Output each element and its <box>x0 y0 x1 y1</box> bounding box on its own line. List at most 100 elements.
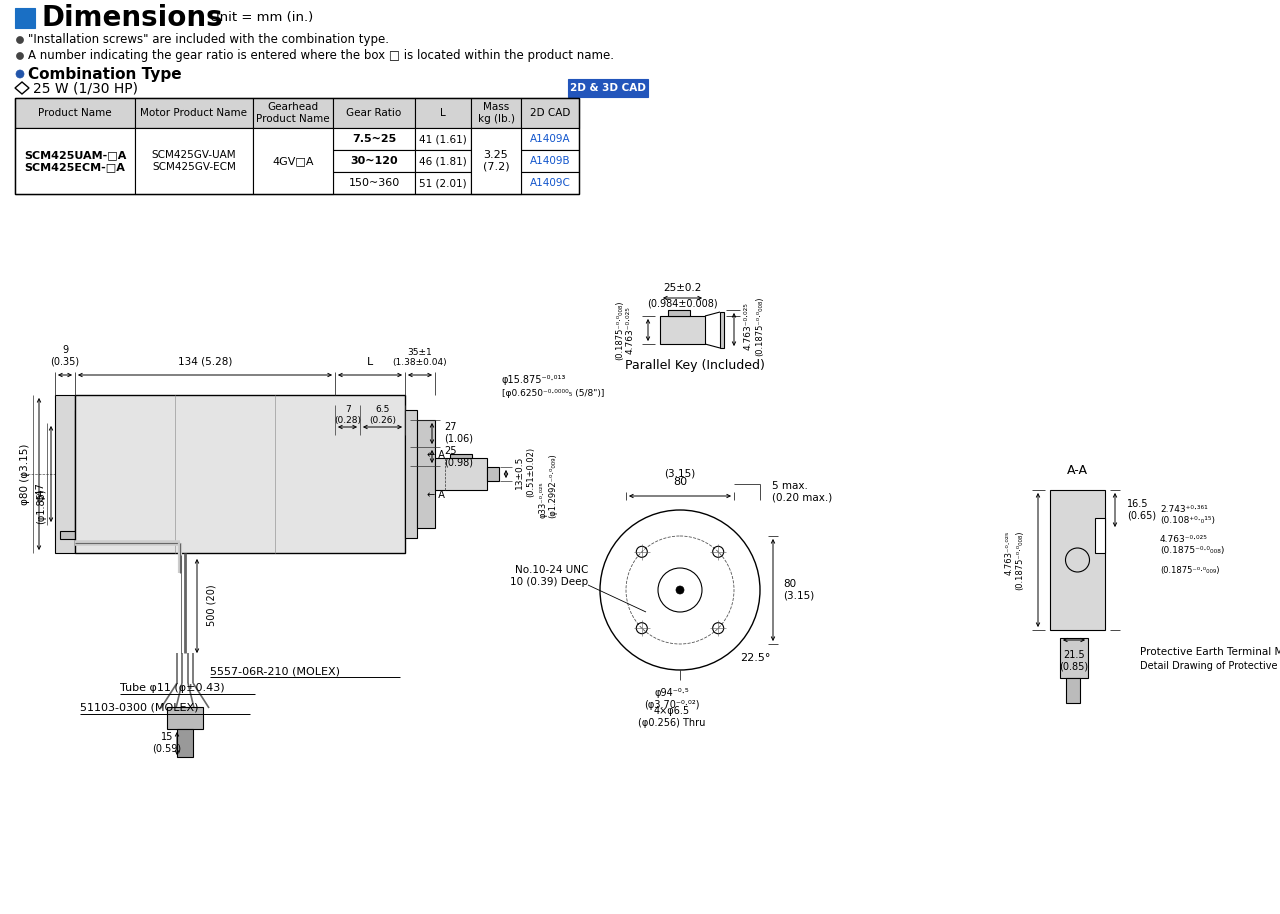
Bar <box>253 128 333 194</box>
Text: (0.984±0.008): (0.984±0.008) <box>648 298 718 308</box>
Bar <box>15 150 134 172</box>
Text: 7
(0.28): 7 (0.28) <box>334 405 361 425</box>
Text: Motor Product Name: Motor Product Name <box>141 108 247 118</box>
Bar <box>55 395 76 553</box>
Bar <box>253 172 333 194</box>
Bar <box>76 410 84 538</box>
Text: 80: 80 <box>673 477 687 487</box>
Text: A1409A: A1409A <box>530 134 571 144</box>
Bar <box>134 128 253 150</box>
Text: Mass
kg (lb.): Mass kg (lb.) <box>477 102 515 123</box>
Text: (3.15): (3.15) <box>664 468 695 478</box>
Bar <box>15 98 579 128</box>
Text: A-A: A-A <box>1068 463 1088 476</box>
Text: 4.763⁻⁰⋅⁰²⁵
(0.1875⁻⁰⋅⁰₀₀₈): 4.763⁻⁰⋅⁰²⁵ (0.1875⁻⁰⋅⁰₀₀₈) <box>1005 530 1024 590</box>
Text: Parallel Key (Included): Parallel Key (Included) <box>625 359 765 373</box>
Bar <box>177 729 193 757</box>
Text: 7.5~25: 7.5~25 <box>352 134 396 144</box>
Bar <box>253 150 333 172</box>
Text: 2D & 3D CAD: 2D & 3D CAD <box>570 83 646 93</box>
Text: 25±0.2: 25±0.2 <box>663 283 701 293</box>
Bar <box>15 128 134 150</box>
Bar <box>415 150 471 172</box>
Bar <box>568 79 648 97</box>
Bar <box>486 467 499 481</box>
Text: 2D CAD: 2D CAD <box>530 108 570 118</box>
Text: 35±1
(1.38±0.04): 35±1 (1.38±0.04) <box>393 347 447 367</box>
Bar <box>76 395 404 553</box>
Text: A1409C: A1409C <box>530 178 571 188</box>
Text: 6.5
(0.26): 6.5 (0.26) <box>370 405 397 425</box>
Text: φ80 (φ3.15): φ80 (φ3.15) <box>20 443 29 505</box>
Text: 27
(1.06): 27 (1.06) <box>444 422 474 444</box>
Text: L: L <box>367 357 374 367</box>
Text: 46 (1.81): 46 (1.81) <box>419 156 467 166</box>
Circle shape <box>15 70 24 78</box>
Text: 30~120: 30~120 <box>351 156 398 166</box>
Text: 9
(0.35): 9 (0.35) <box>50 345 79 367</box>
Text: (φ1.85): (φ1.85) <box>36 488 46 524</box>
Text: 41 (1.61): 41 (1.61) <box>419 134 467 144</box>
Bar <box>1094 518 1105 553</box>
Text: Gearhead
Product Name: Gearhead Product Name <box>256 102 330 123</box>
Text: Unit = mm (in.): Unit = mm (in.) <box>210 12 314 25</box>
Bar <box>435 458 486 490</box>
Text: SCM425UAM-□A
SCM425ECM-□A: SCM425UAM-□A SCM425ECM-□A <box>24 150 127 172</box>
Bar <box>166 707 204 729</box>
Text: Combination Type: Combination Type <box>28 67 182 81</box>
Text: 10 (0.39) Deep: 10 (0.39) Deep <box>509 577 588 587</box>
Text: 4.763⁻⁰⋅⁰²⁵
(0.1875⁻⁰⋅⁰₀₀₈): 4.763⁻⁰⋅⁰²⁵ (0.1875⁻⁰⋅⁰₀₀₈) <box>1160 536 1225 555</box>
Text: 134 (5.28): 134 (5.28) <box>178 357 232 367</box>
Bar <box>134 128 253 194</box>
Text: Product Name: Product Name <box>38 108 111 118</box>
Text: (0.1875⁻⁰⋅⁰₀₀₈): (0.1875⁻⁰⋅⁰₀₀₈) <box>614 301 625 360</box>
Text: No.10-24 UNC: No.10-24 UNC <box>515 565 588 575</box>
Text: Dimensions: Dimensions <box>42 4 224 32</box>
Bar <box>471 172 521 194</box>
Bar <box>415 172 471 194</box>
Text: ← A: ← A <box>428 450 445 460</box>
Bar <box>333 98 415 128</box>
Text: A1409B: A1409B <box>530 156 571 166</box>
Text: φ33⁻⁰⋅⁰²⁵
(φ1.2992⁻⁰⋅⁰₀₀₉): φ33⁻⁰⋅⁰²⁵ (φ1.2992⁻⁰⋅⁰₀₀₉) <box>538 453 557 518</box>
Bar <box>521 172 579 194</box>
Text: 4.763⁻⁰⋅⁰²⁵: 4.763⁻⁰⋅⁰²⁵ <box>626 306 635 354</box>
Text: 5557-06R-210 (MOLEX): 5557-06R-210 (MOLEX) <box>210 666 340 676</box>
Text: 4GV□A: 4GV□A <box>273 156 314 166</box>
Bar <box>451 454 472 458</box>
Text: 80
(3.15): 80 (3.15) <box>783 579 814 600</box>
Text: 51103-0300 (MOLEX): 51103-0300 (MOLEX) <box>79 703 198 713</box>
Circle shape <box>17 52 23 59</box>
Bar <box>471 128 521 194</box>
Bar <box>60 531 95 539</box>
Bar <box>521 150 579 172</box>
Text: A number indicating the gear ratio is entered where the box □ is located within : A number indicating the gear ratio is en… <box>28 49 614 62</box>
Text: 21.5
(0.85): 21.5 (0.85) <box>1060 650 1088 672</box>
Text: (0.1875⁻⁰⋅⁰₀₀₉): (0.1875⁻⁰⋅⁰₀₀₉) <box>1160 566 1220 575</box>
Text: 51 (2.01): 51 (2.01) <box>419 178 467 188</box>
Text: 4.763⁻⁰⋅⁰²⁵: 4.763⁻⁰⋅⁰²⁵ <box>744 302 753 350</box>
Text: [φ0.6250⁻⁰⋅⁰⁰⁰⁰₅ (5/8")]: [φ0.6250⁻⁰⋅⁰⁰⁰⁰₅ (5/8")] <box>502 388 604 398</box>
Bar <box>15 98 134 128</box>
Bar <box>404 410 417 538</box>
Bar <box>253 128 333 150</box>
Text: SCM425GV-UAM
SCM425GV-ECM: SCM425GV-UAM SCM425GV-ECM <box>152 150 237 172</box>
Text: 3.25
(7.2): 3.25 (7.2) <box>483 150 509 172</box>
Text: 500 (20): 500 (20) <box>207 584 218 626</box>
Text: 25 W (1/30 HP): 25 W (1/30 HP) <box>33 81 138 95</box>
Text: 5 max.
(0.20 max.): 5 max. (0.20 max.) <box>772 481 832 503</box>
Text: φ94⁻⁰⋅⁵
(φ3.70⁻⁰⋅⁰²): φ94⁻⁰⋅⁵ (φ3.70⁻⁰⋅⁰²) <box>644 688 700 709</box>
Bar <box>415 128 471 150</box>
Text: 25
(0.98): 25 (0.98) <box>444 446 474 467</box>
Circle shape <box>676 586 684 594</box>
Text: 4×φ6.5
(φ0.256) Thru: 4×φ6.5 (φ0.256) Thru <box>639 706 705 728</box>
Bar <box>1050 490 1105 630</box>
Text: φ15.875⁻⁰⋅⁰¹³: φ15.875⁻⁰⋅⁰¹³ <box>502 375 566 385</box>
Bar <box>333 150 415 172</box>
Text: Detail Drawing of Protective Earth Terminal: Detail Drawing of Protective Earth Termi… <box>1140 661 1280 671</box>
Bar <box>417 420 435 528</box>
Bar <box>415 98 471 128</box>
Bar <box>134 150 253 172</box>
Bar <box>134 172 253 194</box>
Text: 15
(0.59): 15 (0.59) <box>152 732 182 754</box>
